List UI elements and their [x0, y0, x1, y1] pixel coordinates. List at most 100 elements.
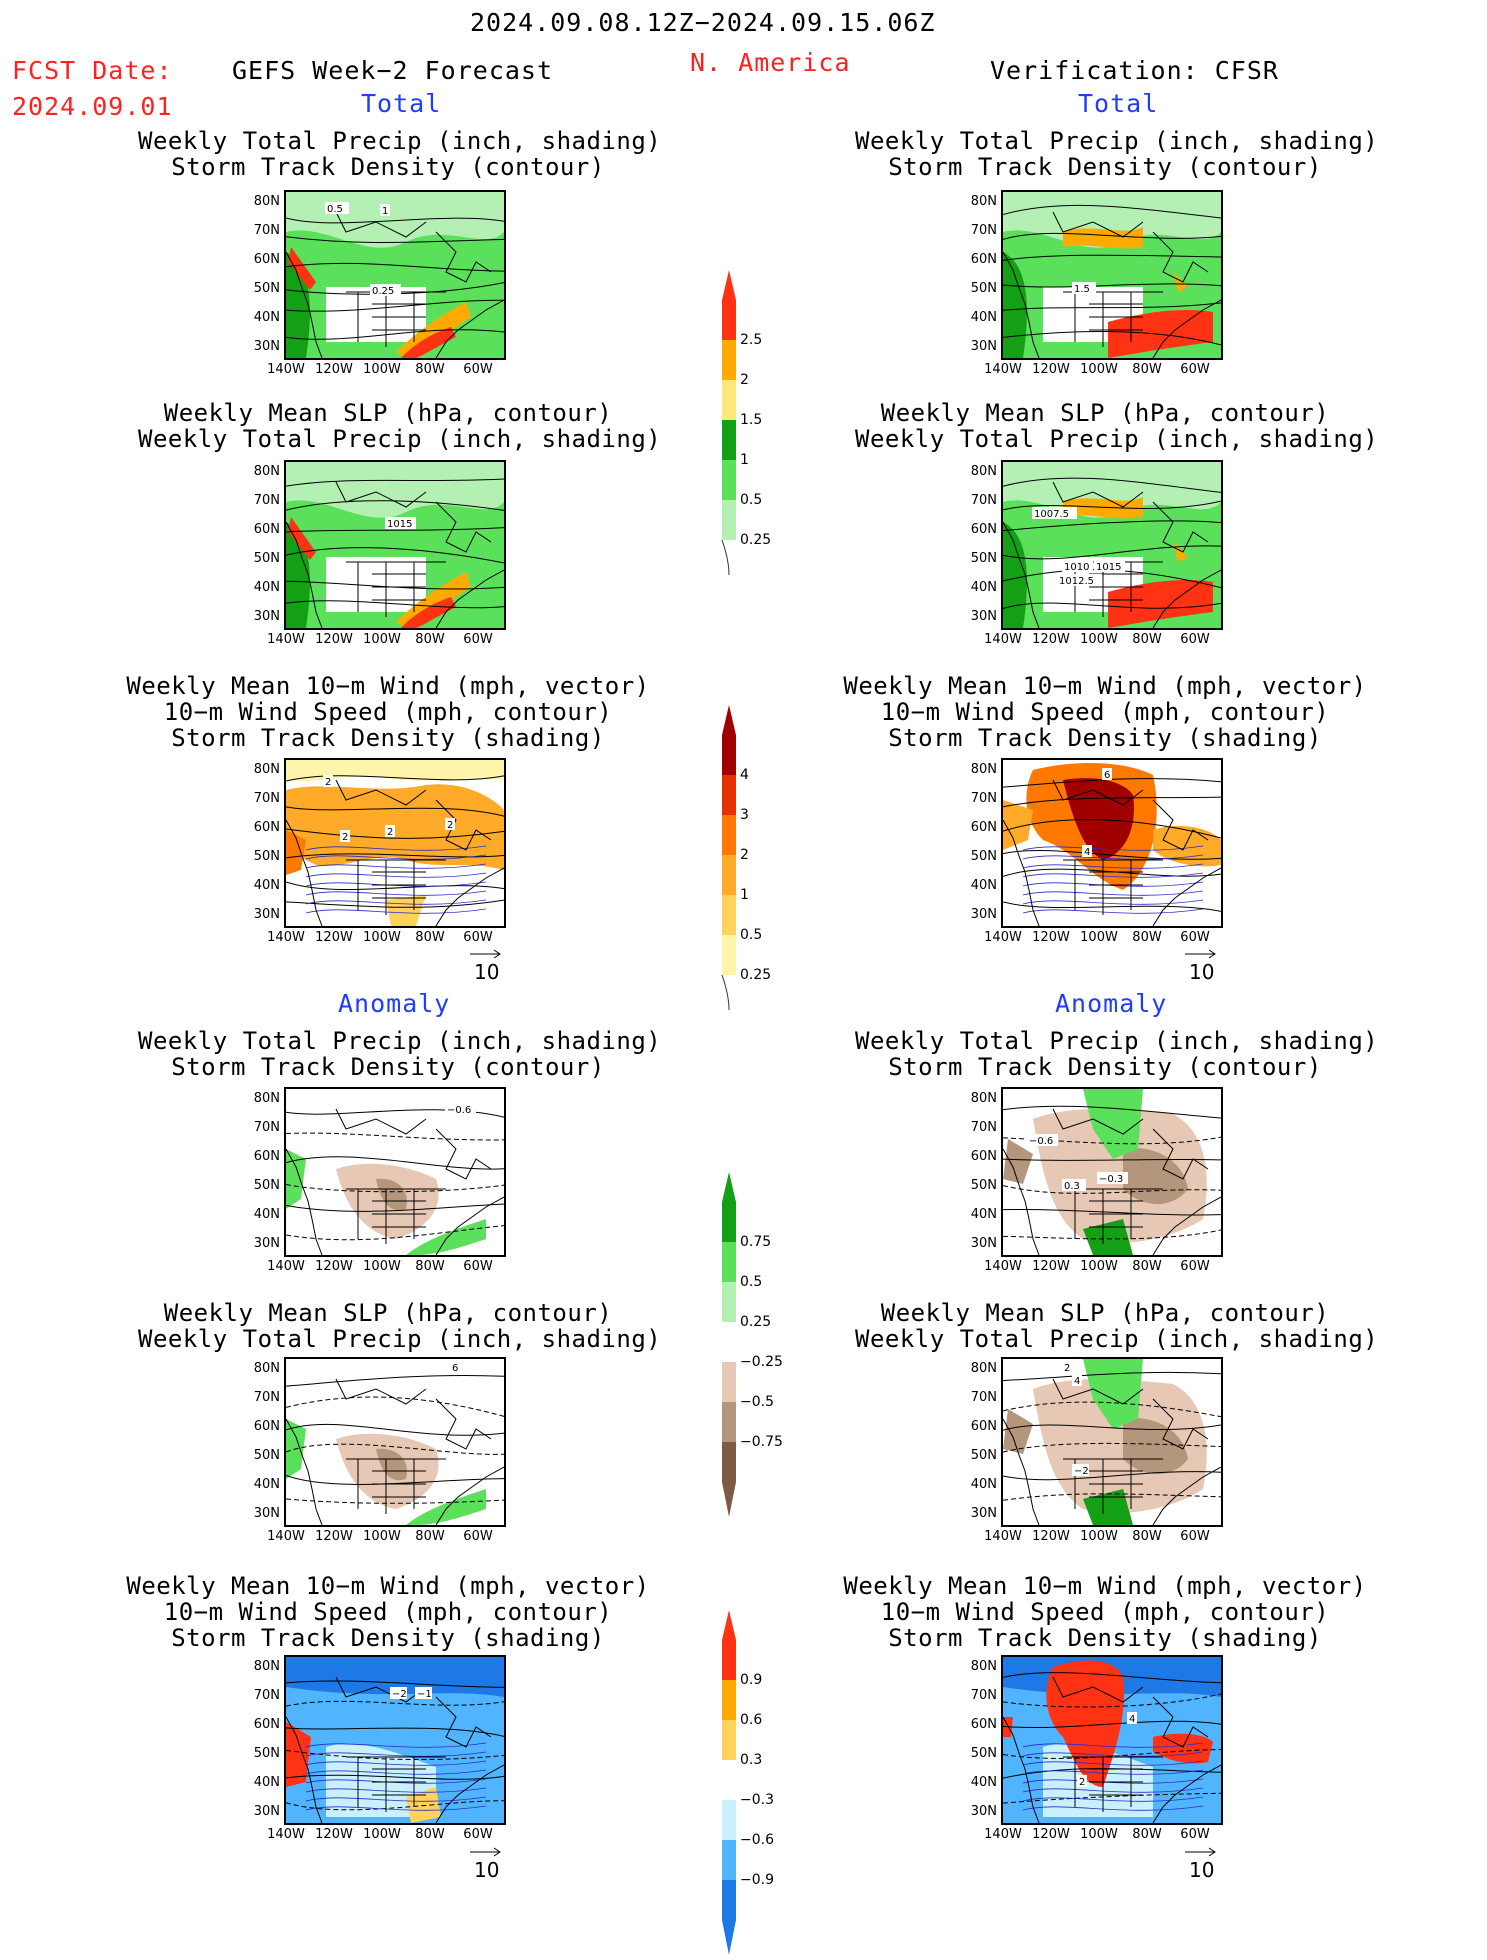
lon-tick: 80W: [1132, 1259, 1162, 1274]
contour-label: 2: [445, 818, 455, 831]
lat-tick: 60N: [253, 252, 280, 267]
lat-tick: 60N: [253, 1717, 280, 1732]
colorbar-label: 0.6: [740, 1712, 763, 1728]
contour-label: 4: [1082, 845, 1092, 858]
contour-label: 0.25: [370, 284, 401, 297]
lat-tick: 80N: [970, 194, 997, 209]
colorbar-tail: [722, 1920, 736, 1955]
svg-text:1010: 1010: [1064, 562, 1089, 573]
lat-tick: 70N: [253, 493, 280, 508]
lat-tick: 80N: [970, 1659, 997, 1674]
lat-tick: 40N: [970, 1207, 997, 1222]
title-l4: Weekly Total Precip (inch, shading) Storm…: [138, 1027, 662, 1081]
title-l2: Weekly Mean SLP (hPa, contour) Weekly Tot…: [138, 399, 662, 453]
lon-tick: 100W: [1080, 1827, 1118, 1842]
lat-tick: 30N: [970, 609, 997, 624]
lat-tick: 80N: [253, 1361, 280, 1376]
lat-tick: 30N: [253, 339, 280, 354]
lat-tick: 40N: [253, 310, 280, 325]
contour-label: 0.3: [1062, 1179, 1086, 1192]
colorbar-label: −0.25: [740, 1354, 783, 1370]
map-panel-l2: 1015: [284, 460, 506, 630]
lat-tick: 60N: [970, 252, 997, 267]
lon-tick: 60W: [463, 1529, 493, 1544]
colorbar-total_precip: [722, 270, 736, 540]
lon-tick: 120W: [315, 1259, 353, 1274]
svg-text:−2: −2: [1074, 1466, 1089, 1477]
lat-tick: 30N: [253, 609, 280, 624]
colorbar-label: 0.25: [740, 967, 772, 983]
lon-tick: 80W: [1132, 930, 1162, 945]
section-anomaly-right: Anomaly: [1055, 989, 1168, 1018]
lat-tick: 50N: [253, 849, 280, 864]
lon-tick: 120W: [315, 632, 353, 647]
contour-label: 2: [340, 830, 350, 843]
lon-tick: 60W: [463, 362, 493, 377]
lon-tick: 140W: [984, 362, 1022, 377]
contour-label: 2: [323, 775, 333, 788]
colorbar-anom_track: [722, 1610, 736, 1920]
svg-text:1.5: 1.5: [1074, 284, 1090, 295]
svg-text:4: 4: [1084, 847, 1090, 858]
lat-tick: 60N: [253, 820, 280, 835]
vector-ref-label: 10: [1189, 960, 1215, 984]
colorbar-label: 0.25: [740, 1314, 772, 1330]
lat-tick: 50N: [970, 1178, 997, 1193]
colorbar-label: 4: [740, 767, 749, 783]
lon-tick: 120W: [1032, 1529, 1070, 1544]
contour-label: 4: [1072, 1374, 1082, 1387]
lon-tick: 80W: [415, 632, 445, 647]
contour-label: 2: [385, 825, 395, 838]
lat-tick: 60N: [970, 1149, 997, 1164]
section-total-right: Total: [1078, 89, 1159, 118]
lat-tick: 30N: [970, 339, 997, 354]
lat-tick: 30N: [253, 1236, 280, 1251]
lat-tick: 60N: [970, 820, 997, 835]
lat-tick: 70N: [970, 223, 997, 238]
lat-tick: 40N: [253, 1477, 280, 1492]
lon-tick: 80W: [415, 1529, 445, 1544]
svg-text:6: 6: [1104, 770, 1110, 781]
svg-text:0.25: 0.25: [372, 286, 394, 297]
map-panel-l3: 2 2 2 2: [284, 758, 506, 928]
map-panel-r2: 1007.5 1010 1015 1012.5: [1001, 460, 1223, 630]
svg-text:2: 2: [1079, 1777, 1085, 1788]
lat-tick: 30N: [253, 1506, 280, 1521]
right-title: Verification: CFSR: [990, 56, 1279, 85]
map-panel-l1: 0.5 1 0.25: [284, 190, 506, 360]
svg-text:1012.5: 1012.5: [1059, 576, 1094, 587]
title-r3: Weekly Mean 10−m Wind (mph, vector) 10−m …: [843, 672, 1367, 752]
contour-label: −1: [415, 1687, 432, 1700]
lon-tick: 60W: [1180, 362, 1210, 377]
svg-text:−1: −1: [417, 1689, 432, 1700]
lon-tick: 140W: [984, 1827, 1022, 1842]
contour-label: −0.3: [1097, 1172, 1128, 1185]
fcst-date: 2024.09.01: [12, 92, 173, 121]
lon-tick: 140W: [267, 362, 305, 377]
lat-tick: 60N: [970, 1717, 997, 1732]
lon-tick: 120W: [315, 930, 353, 945]
contour-label: 1.5: [1072, 282, 1096, 295]
lon-tick: 80W: [415, 930, 445, 945]
lon-tick: 60W: [463, 1827, 493, 1842]
lon-tick: 100W: [1080, 1259, 1118, 1274]
lon-tick: 100W: [363, 930, 401, 945]
colorbar-total_track: [722, 705, 736, 975]
region: N. America: [690, 48, 851, 77]
lat-tick: 70N: [970, 791, 997, 806]
lon-tick: 60W: [463, 930, 493, 945]
lat-tick: 30N: [970, 1804, 997, 1819]
lon-tick: 80W: [415, 1259, 445, 1274]
title-r5: Weekly Mean SLP (hPa, contour) Weekly Tot…: [855, 1299, 1379, 1353]
lat-tick: 80N: [970, 1091, 997, 1106]
colorbar-label: −0.3: [740, 1792, 774, 1808]
svg-text:1015: 1015: [387, 519, 412, 530]
vector-ref-arrow: [470, 1847, 501, 1857]
svg-text:2: 2: [342, 832, 348, 843]
colorbar-label: 2: [740, 847, 749, 863]
lon-tick: 80W: [1132, 632, 1162, 647]
lon-tick: 140W: [984, 930, 1022, 945]
lon-tick: 60W: [1180, 930, 1210, 945]
colorbar-tail: [722, 1482, 736, 1517]
lat-tick: 50N: [253, 1746, 280, 1761]
